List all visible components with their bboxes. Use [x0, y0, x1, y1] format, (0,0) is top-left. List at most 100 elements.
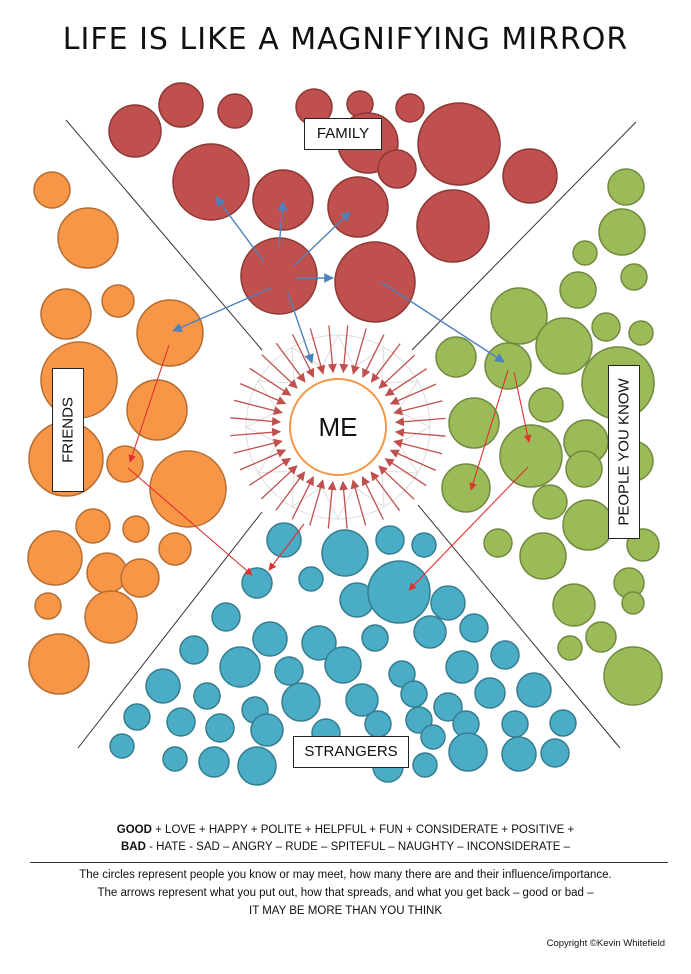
spread-arrow: [287, 292, 314, 364]
people-you-know-circle: [528, 387, 564, 423]
friends-circle: [57, 207, 119, 269]
friends-circle: [120, 558, 160, 598]
family-circle: [327, 176, 389, 238]
good-word: GOOD: [116, 824, 152, 836]
spread-arrow: [127, 467, 253, 576]
inward-arrow: [230, 427, 282, 437]
inward-arrow: [230, 416, 282, 426]
friends-circle: [27, 530, 83, 586]
strangers-circle: [321, 529, 369, 577]
family-circle: [395, 93, 425, 123]
friends-circle: [75, 508, 111, 544]
inward-arrow: [327, 480, 337, 529]
inward-arrow: [327, 325, 337, 374]
inward-arrow: [309, 328, 326, 375]
friends-label: FRIENDS: [52, 368, 84, 492]
friends-circle: [84, 590, 138, 644]
inward-arrow: [239, 383, 287, 405]
people-you-know-circle: [620, 263, 648, 291]
people-you-know-circle: [598, 208, 646, 256]
people-you-know-circle: [621, 591, 645, 615]
strangers-circle: [445, 650, 479, 684]
me-label: ME: [318, 412, 358, 442]
people-you-know-circle: [435, 336, 477, 378]
circle-group-people-you-know: [435, 168, 663, 706]
inward-arrow: [291, 475, 314, 520]
strangers-circle: [274, 656, 304, 686]
people-you-know-circle: [628, 320, 654, 346]
strangers-circle: [145, 668, 181, 704]
page-title: LIFE IS LIKE A MAGNIFYING MIRROR: [62, 22, 629, 57]
strangers-circle: [166, 707, 196, 737]
people-you-know-circle: [565, 450, 603, 488]
strangers-circle: [205, 713, 235, 743]
inward-arrow: [275, 342, 306, 383]
strangers-circle: [179, 635, 209, 665]
inward-arrow: [261, 354, 298, 389]
strangers-circle: [388, 660, 416, 688]
strangers-circle: [400, 680, 428, 708]
strangers-circle: [501, 710, 529, 738]
inward-arrow: [361, 476, 384, 520]
strangers-circle: [266, 522, 302, 558]
strangers-circle: [219, 646, 261, 688]
strangers-circle: [474, 677, 506, 709]
friends-circle: [126, 379, 188, 441]
family-circle: [217, 93, 253, 129]
people-you-know-circle: [490, 287, 548, 345]
strangers-circle: [433, 692, 463, 722]
inward-arrow: [370, 343, 401, 383]
people-you-know-circle: [552, 583, 596, 627]
inward-arrow: [362, 334, 385, 379]
family-label: FAMILY: [304, 118, 382, 150]
friends-circle: [122, 515, 150, 543]
divider-lines: [65, 119, 637, 749]
friends-circle: [33, 171, 71, 209]
inward-arrow: [389, 383, 437, 405]
inward-arrow: [351, 328, 367, 375]
people-you-know-circle: [559, 271, 597, 309]
spread-arrow: [172, 287, 272, 332]
strangers-circle: [364, 710, 392, 738]
people-you-know-circle: [519, 532, 567, 580]
spread-arrow: [268, 523, 305, 571]
strangers-circle: [162, 746, 188, 772]
strangers-circle: [109, 733, 135, 759]
strangers-circle: [411, 532, 437, 558]
inward-arrow: [393, 400, 443, 416]
strangers-circle: [412, 752, 438, 778]
strangers-circle: [198, 746, 230, 778]
strangers-circle: [298, 566, 324, 592]
inward-arrow: [249, 367, 292, 396]
spread-arrow: [293, 211, 351, 267]
inward-arrow: [384, 368, 427, 397]
inward-arrow: [394, 417, 446, 427]
friends-circle: [136, 299, 204, 367]
people-you-know-circle: [484, 342, 532, 390]
friends-circle: [158, 532, 192, 566]
inward-arrow: [233, 399, 283, 415]
strangers-circle: [193, 682, 221, 710]
friends-circle: [101, 284, 135, 318]
people-you-know-label: PEOPLE YOU KNOW: [608, 365, 640, 539]
family-circle: [377, 149, 417, 189]
strangers-circle: [211, 602, 241, 632]
strangers-label: STRANGERS: [293, 736, 409, 768]
inward-arrow: [339, 325, 349, 374]
family-circle: [172, 143, 250, 221]
inward-arrow: [339, 480, 349, 529]
good-line: GOOD + LOVE + HAPPY + POLITE + HELPFUL +…: [0, 822, 691, 839]
strangers-circle: [490, 640, 520, 670]
strangers-circle: [301, 625, 337, 661]
inward-arrow: [378, 465, 415, 500]
friends-circle: [34, 592, 62, 620]
strangers-circle: [501, 736, 537, 772]
me-circle: [289, 378, 387, 476]
family-circle: [417, 102, 501, 186]
friends-label-text: FRIENDS: [59, 397, 77, 463]
strangers-circle: [516, 672, 552, 708]
family-circle: [158, 82, 204, 128]
inward-arrow: [389, 449, 437, 471]
people-you-know-circle: [591, 312, 621, 342]
people-you-know-circle: [441, 463, 491, 513]
